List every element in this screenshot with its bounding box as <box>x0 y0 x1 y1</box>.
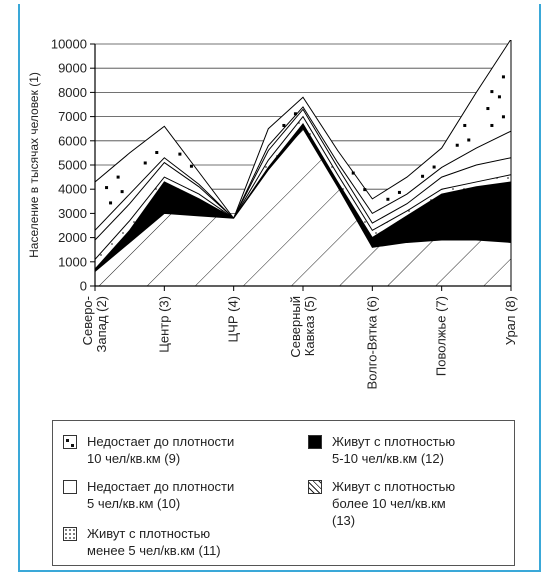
x-tick-labels: Северо-Запад (2) Центр (3) ЦЧР (4) Северный… <box>80 296 518 389</box>
legend-item-density-5-10: Живут с плотностью 5-10 чел/кв.км (12) <box>308 433 455 467</box>
y-tick-label: 6000 <box>58 133 87 148</box>
hatch-swatch-icon <box>308 480 322 494</box>
dot-mark <box>109 201 113 205</box>
x-tick-label: СеверныйКавказ (5) <box>288 296 317 358</box>
x-tick-label: Поволжье (7) <box>434 296 449 376</box>
dot-mark <box>189 164 193 168</box>
legend-item-deficit-5: Недостает до плотности 5 чел/кв.км (10) <box>63 478 234 512</box>
y-tick-label: 9000 <box>58 61 87 76</box>
axes <box>90 43 512 291</box>
legend-label: Живут с плотностью менее 5 чел/кв.км (11… <box>87 526 221 558</box>
figure-frame <box>18 4 541 572</box>
x-tick-label: Северо-Запад (2) <box>80 296 109 352</box>
legend: Недостает до плотности 10 чел/кв.км (9) … <box>52 420 515 566</box>
dot-mark <box>155 150 159 154</box>
dot-mark <box>178 152 182 156</box>
y-tick-label: 1000 <box>58 254 87 269</box>
dot-mark <box>421 174 425 178</box>
x-tick-label: Центр (3) <box>156 296 171 353</box>
black-swatch-icon <box>308 435 322 449</box>
dot-mark <box>351 171 355 175</box>
area-chart: 0 1000 2000 3000 4000 5000 6000 7000 8000 9000 100… <box>27 37 518 390</box>
y-tick-label: 10000 <box>51 37 87 52</box>
y-tick-label: 8000 <box>58 85 87 100</box>
dot-mark <box>463 123 467 127</box>
legend-item-deficit-10: Недостает до плотности 10 чел/кв.км (9) <box>63 433 234 467</box>
legend-label: Живут с плотностью более 10 чел/кв.км (1… <box>332 479 456 528</box>
dot-mark <box>501 75 505 79</box>
series-area-0 <box>94 127 512 286</box>
dot-mark <box>467 138 471 142</box>
small-dots-swatch-icon <box>63 527 77 541</box>
legend-label: Живут с плотностью 5-10 чел/кв.км (12) <box>332 434 456 466</box>
legend-item-density-over-10: Живут с плотностью более 10 чел/кв.км (1… <box>308 478 455 529</box>
dot-mark <box>293 112 297 116</box>
legend-item-density-under-5: Живут с плотностью менее 5 чел/кв.км (11… <box>63 525 221 559</box>
x-tick-label: Волго-Вятка (6) <box>364 296 379 389</box>
dot-mark <box>455 143 459 147</box>
y-tick-label: 3000 <box>58 206 87 221</box>
dot-mark <box>120 190 124 194</box>
white-swatch-icon <box>63 480 77 494</box>
legend-label: Недостает до плотности 10 чел/кв.км (9) <box>87 434 235 466</box>
dot-mark <box>397 190 401 194</box>
y-tick-label: 5000 <box>58 158 87 173</box>
dot-mark <box>105 186 109 190</box>
dot-mark <box>363 188 367 192</box>
legend-label: Недостает до плотности 5 чел/кв.км (10) <box>87 479 235 511</box>
y-tick-label: 7000 <box>58 109 87 124</box>
series-areas <box>94 40 512 286</box>
dot-mark <box>486 107 490 111</box>
y-axis-label: Население в тысячах человек (1) <box>27 72 41 258</box>
y-tick-label: 4000 <box>58 182 87 197</box>
y-tick-labels: 0 1000 2000 3000 4000 5000 6000 7000 8000 9000 100… <box>51 37 87 294</box>
dot-mark <box>501 115 505 119</box>
x-tick-label: Урал (8) <box>503 296 518 345</box>
y-tick-label: 2000 <box>58 230 87 245</box>
big-dots-swatch-icon <box>63 435 77 449</box>
y-tick-label: 0 <box>80 279 87 294</box>
dot-mark <box>116 175 120 179</box>
x-tick-label: ЦЧР (4) <box>226 296 241 342</box>
dot-mark <box>432 165 436 169</box>
dot-mark <box>386 197 390 201</box>
dot-mark <box>497 95 501 99</box>
dot-mark <box>490 123 494 127</box>
dot-mark <box>282 123 286 127</box>
dot-mark <box>143 161 147 165</box>
dot-mark <box>490 90 494 94</box>
sparse-dot-marks <box>105 75 505 205</box>
